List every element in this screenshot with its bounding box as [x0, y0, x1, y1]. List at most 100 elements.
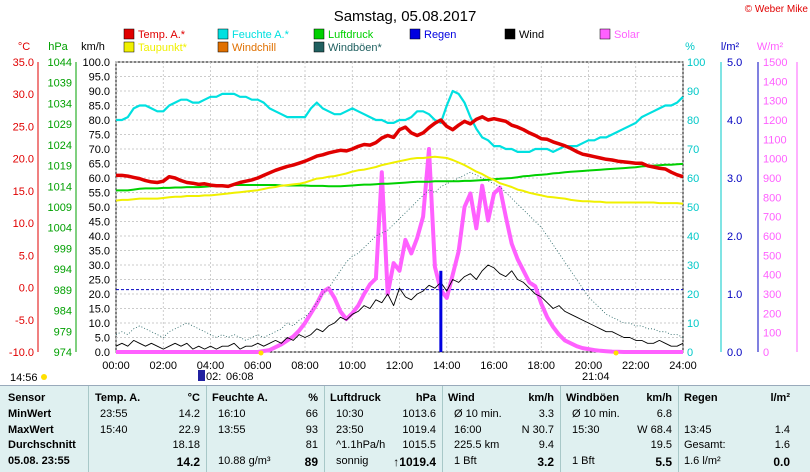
- legend-swatch: [504, 28, 516, 40]
- table-header: km/h: [646, 392, 672, 404]
- legend-label: Windchill: [232, 42, 276, 54]
- axis-tick-kmh: 0.0: [95, 347, 110, 359]
- legend-label: Wind: [519, 29, 544, 41]
- x-tick-label: 22:00: [622, 360, 650, 372]
- pressure-time: 10:30: [336, 408, 364, 420]
- rain-label: 1.6 l/m²: [684, 454, 721, 467]
- axis-tick-pct: 20: [687, 289, 699, 301]
- axis-tick-kmh: 70.0: [89, 144, 110, 156]
- gust-label: Ø 10 min.: [572, 408, 620, 420]
- gust-value: W 68.4: [637, 423, 672, 436]
- wind-label: Ø 10 min.: [454, 408, 502, 420]
- axis-tick-kmh: 90.0: [89, 86, 110, 98]
- axis-tick-hpa: 1029: [48, 119, 72, 131]
- x-tick-label: 02:00: [149, 360, 177, 372]
- axis-tick-hpa: 1039: [48, 78, 72, 90]
- rain-value: 1.6: [774, 439, 790, 451]
- legend-label: Regen: [424, 29, 456, 41]
- legend-label: Solar: [614, 29, 640, 41]
- axis-tick-temp: 35.0: [13, 57, 34, 69]
- x-tick-label: 16:00: [480, 360, 508, 372]
- table-header: Regen: [684, 392, 718, 404]
- axis-tick-pct: 80: [687, 115, 699, 127]
- axis-tick-temp: 5.0: [19, 250, 34, 262]
- temp-value: 14.2: [176, 454, 200, 469]
- axis-tick-lm2: 1.0: [727, 289, 742, 301]
- axis-tick-hpa: 999: [54, 243, 72, 255]
- axis-tick-pct: 10: [687, 318, 699, 330]
- axis-tick-temp: 25.0: [13, 121, 34, 133]
- humidity-time: 10.88 g/m³: [218, 454, 271, 467]
- rain-bar: [439, 270, 443, 352]
- x-tick-label: 08:00: [291, 360, 319, 372]
- axis-tick-hpa: 1004: [48, 223, 72, 235]
- axis-tick-wm2: 400: [763, 270, 781, 282]
- weather-chart: Samstag, 05.08.2017 © Weber Mike Temp. A.*…: [9, 4, 809, 384]
- axis-unit-temp: °C: [18, 41, 30, 53]
- axis-unit-pct: %: [685, 41, 695, 53]
- axis-tick-wm2: 0: [763, 347, 769, 359]
- gust-value: 5.5: [655, 454, 672, 469]
- sunrise-time: 06:08: [226, 371, 254, 383]
- row-label: MinWert: [8, 408, 52, 420]
- wind-value: 9.4: [538, 439, 554, 451]
- axis-tick-kmh: 75.0: [89, 130, 110, 142]
- axis-tick-temp: 15.0: [13, 186, 34, 198]
- copyright: © Weber Mike: [745, 4, 809, 15]
- axis-tick-wm2: 1100: [763, 134, 787, 146]
- axis-tick-kmh: 45.0: [89, 217, 110, 229]
- axis-tick-kmh: 80.0: [89, 115, 110, 127]
- table-header: l/m²: [770, 392, 790, 404]
- axis-tick-temp: 30.0: [13, 89, 34, 101]
- axis-tick-temp: 0.0: [19, 283, 34, 295]
- axis-tick-lm2: 3.0: [727, 173, 742, 185]
- axis-tick-wm2: 1000: [763, 154, 787, 166]
- axis-tick-wm2: 1300: [763, 96, 787, 108]
- axis-tick-pct: 90: [687, 86, 699, 98]
- axis-tick-wm2: 500: [763, 250, 781, 262]
- series-wind: [115, 264, 684, 350]
- axis-tick-kmh: 20.0: [89, 289, 110, 301]
- axis-tick-lm2: 2.0: [727, 231, 742, 243]
- axis-tick-kmh: 30.0: [89, 260, 110, 272]
- x-tick-label: 20:00: [575, 360, 603, 372]
- series-temp: [116, 115, 684, 189]
- gust-value: 6.8: [656, 408, 672, 420]
- table-header: Temp. A.: [95, 392, 141, 404]
- humidity-value: 81: [305, 439, 318, 451]
- axis-tick-kmh: 15.0: [89, 304, 110, 316]
- x-tick-label: 12:00: [386, 360, 414, 372]
- gust-value: 19.5: [650, 439, 672, 451]
- humidity-value: 66: [305, 408, 318, 420]
- rain-label: Gesamt:: [684, 439, 726, 451]
- legend-swatch: [599, 28, 611, 40]
- sensor-column: [0, 386, 89, 472]
- axis-tick-kmh: 65.0: [89, 159, 110, 171]
- legend-label: Temp. A.*: [138, 29, 186, 41]
- axis-tick-wm2: 600: [763, 231, 781, 243]
- pressure-value: 1013.6: [402, 408, 436, 420]
- axis-tick-pct: 30: [687, 260, 699, 272]
- axis-unit-lm2: l/m²: [721, 41, 740, 53]
- rain-value: 0.0: [773, 454, 790, 469]
- wind-value: 3.2: [537, 454, 554, 469]
- table-header: Wind: [448, 392, 475, 404]
- moon-icon: [198, 370, 205, 381]
- series-feuchte: [116, 89, 684, 153]
- table-header: °C: [187, 392, 200, 404]
- wind-direction: N 30.7: [521, 423, 554, 436]
- legend-label: Feuchte A.*: [232, 29, 290, 41]
- axis-unit-kmh: km/h: [81, 41, 105, 53]
- pressure-time: ^1.1hPa/h: [336, 439, 386, 451]
- wind-column: [442, 386, 561, 472]
- axis-tick-temp: 10.0: [13, 218, 34, 230]
- axis-tick-wm2: 800: [763, 192, 781, 204]
- temp-time: 23:55: [100, 408, 128, 420]
- row-label: 05.08. 23:55: [8, 454, 70, 467]
- axis-tick-temp: 20.0: [13, 154, 34, 166]
- temp-value: 14.2: [178, 408, 200, 420]
- wind-label: 1 Bft: [454, 454, 477, 467]
- axis-unit-wm2: W/m²: [757, 41, 784, 53]
- axis-tick-hpa: 1034: [48, 98, 72, 110]
- table-header: Feuchte A.: [212, 392, 268, 404]
